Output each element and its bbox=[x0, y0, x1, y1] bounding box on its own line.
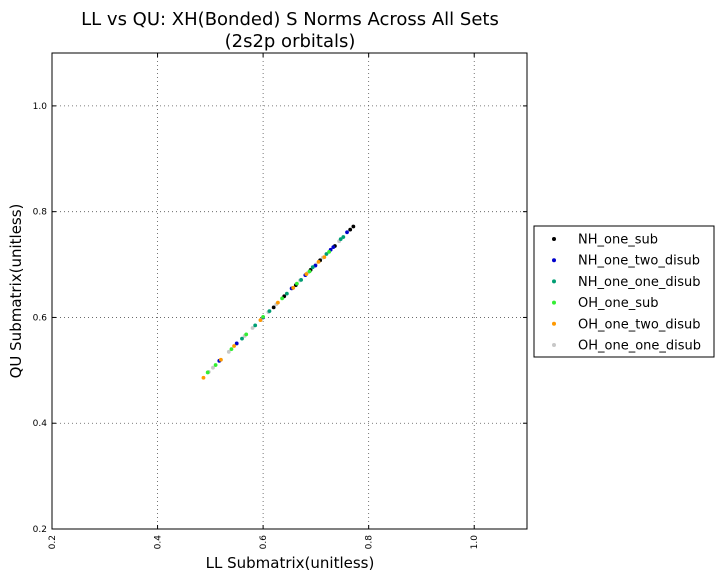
data-point-NH_one_one_disub bbox=[310, 265, 315, 270]
data-point-OH_one_sub bbox=[213, 363, 218, 367]
data-point-OH_one_two_disub bbox=[291, 285, 296, 290]
legend-marker bbox=[552, 258, 556, 263]
legend-marker bbox=[552, 300, 556, 305]
data-point-OH_one_sub bbox=[280, 296, 285, 301]
data-point-OH_one_two_disub bbox=[322, 255, 327, 260]
data-point-OH_one_sub bbox=[205, 370, 210, 375]
data-point-OH_one_one_disub bbox=[250, 326, 255, 330]
y-tick-label: 0.8 bbox=[33, 208, 48, 218]
data-point-OH_one_sub bbox=[294, 281, 299, 286]
legend-label: OH_one_sub bbox=[578, 296, 658, 311]
legend-label: NH_one_two_disub bbox=[578, 254, 700, 269]
data-point-OH_one_two_disub bbox=[218, 357, 223, 362]
data-point-NH_one_one_disub bbox=[253, 323, 258, 328]
data-point-NH_one_sub bbox=[271, 305, 276, 310]
data-point-OH_one_two_disub bbox=[232, 344, 236, 348]
legend-marker bbox=[552, 237, 556, 241]
data-point-NH_one_sub bbox=[351, 224, 356, 229]
legend-label: OH_one_one_disub bbox=[578, 339, 701, 354]
data-point-OH_one_sub bbox=[244, 332, 249, 337]
data-point-NH_one_one_disub bbox=[284, 291, 289, 296]
data-point-NH_one_two_disub bbox=[234, 341, 239, 346]
legend-label: NH_one_sub bbox=[578, 233, 658, 248]
y-tick-label: 0.2 bbox=[33, 525, 47, 535]
data-point-OH_one_two_disub bbox=[275, 300, 280, 305]
legend-marker bbox=[552, 321, 556, 326]
plot-area bbox=[52, 53, 527, 529]
data-point-NH_one_one_disub bbox=[338, 237, 343, 242]
data-point-NH_one_two_disub bbox=[345, 230, 349, 235]
legend-label: NH_one_one_disub bbox=[578, 275, 701, 290]
chart-title-line-1: LL vs QU: XH(Bonded) S Norms Across All … bbox=[81, 9, 499, 30]
data-point-NH_one_one_disub bbox=[240, 336, 244, 341]
data-point-NH_one_sub bbox=[348, 227, 353, 232]
x-tick-label: 1.0 bbox=[470, 535, 480, 550]
data-point-NH_one_one_disub bbox=[324, 252, 329, 256]
legend-label: OH_one_two_disub bbox=[578, 317, 701, 332]
data-point-NH_one_one_disub bbox=[299, 277, 304, 282]
data-point-NH_one_two_disub bbox=[331, 245, 336, 250]
y-tick-label: 1.0 bbox=[33, 102, 48, 112]
data-point-NH_one_one_disub bbox=[341, 235, 346, 239]
x-axis-label: LL Submatrix(unitless) bbox=[206, 554, 375, 572]
data-point-OH_one_sub bbox=[327, 249, 331, 254]
data-point-OH_one_one_disub bbox=[211, 365, 215, 370]
legend-marker bbox=[552, 343, 556, 347]
y-tick-label: 0.6 bbox=[33, 313, 48, 323]
x-tick-label: 0.4 bbox=[154, 535, 164, 550]
data-point-OH_one_two_disub bbox=[258, 318, 263, 322]
axis-ticks: 0.2 0.4 0.6 0.8 1.0 0.2 0.4 0.6 0.8 1.0 bbox=[33, 53, 527, 549]
data-point-OH_one_two_disub bbox=[316, 260, 321, 264]
y-axis-label: QU Submatrix(unitless) bbox=[7, 204, 25, 379]
y-tick-label: 0.4 bbox=[33, 419, 48, 429]
x-tick-label: 0.8 bbox=[365, 535, 375, 550]
legend-frame bbox=[533, 225, 715, 358]
data-point-OH_one_one_disub bbox=[226, 349, 231, 354]
plot-frame bbox=[51, 52, 528, 530]
data-point-OH_one_two_disub bbox=[201, 375, 206, 380]
chart-title-line-2: (2s2p orbitals) bbox=[225, 31, 356, 52]
legend: NH_one_sub NH_one_two_disub NH_one_one_dis… bbox=[533, 225, 715, 358]
x-tick-label: 0.6 bbox=[259, 535, 269, 550]
data-point-NH_one_one_disub bbox=[267, 309, 272, 313]
data-points bbox=[201, 224, 356, 380]
x-tick-label: 0.2 bbox=[48, 535, 58, 549]
legend-marker bbox=[552, 279, 556, 284]
data-point-OH_one_sub bbox=[307, 269, 312, 274]
data-point-OH_one_sub bbox=[261, 315, 266, 319]
data-point-OH_one_sub bbox=[229, 347, 234, 352]
data-point-OH_one_two_disub bbox=[304, 272, 309, 276]
